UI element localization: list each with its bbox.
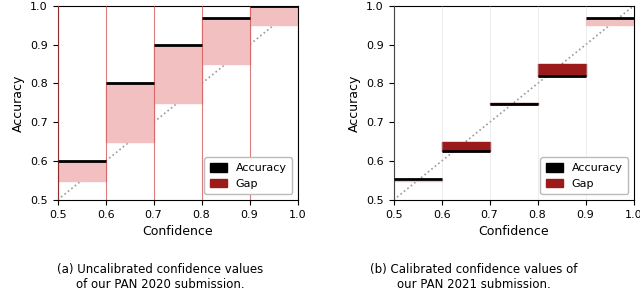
Text: (a) Uncalibrated confidence values
of our PAN 2020 submission.: (a) Uncalibrated confidence values of ou… (57, 263, 263, 291)
X-axis label: Confidence: Confidence (478, 225, 549, 238)
X-axis label: Confidence: Confidence (142, 225, 213, 238)
Legend: Accuracy, Gap: Accuracy, Gap (540, 158, 628, 194)
Legend: Accuracy, Gap: Accuracy, Gap (204, 158, 292, 194)
Text: (b) Calibrated confidence values of
our PAN 2021 submission.: (b) Calibrated confidence values of our … (370, 263, 577, 291)
Y-axis label: Accuracy: Accuracy (12, 74, 24, 132)
Y-axis label: Accuracy: Accuracy (348, 74, 360, 132)
